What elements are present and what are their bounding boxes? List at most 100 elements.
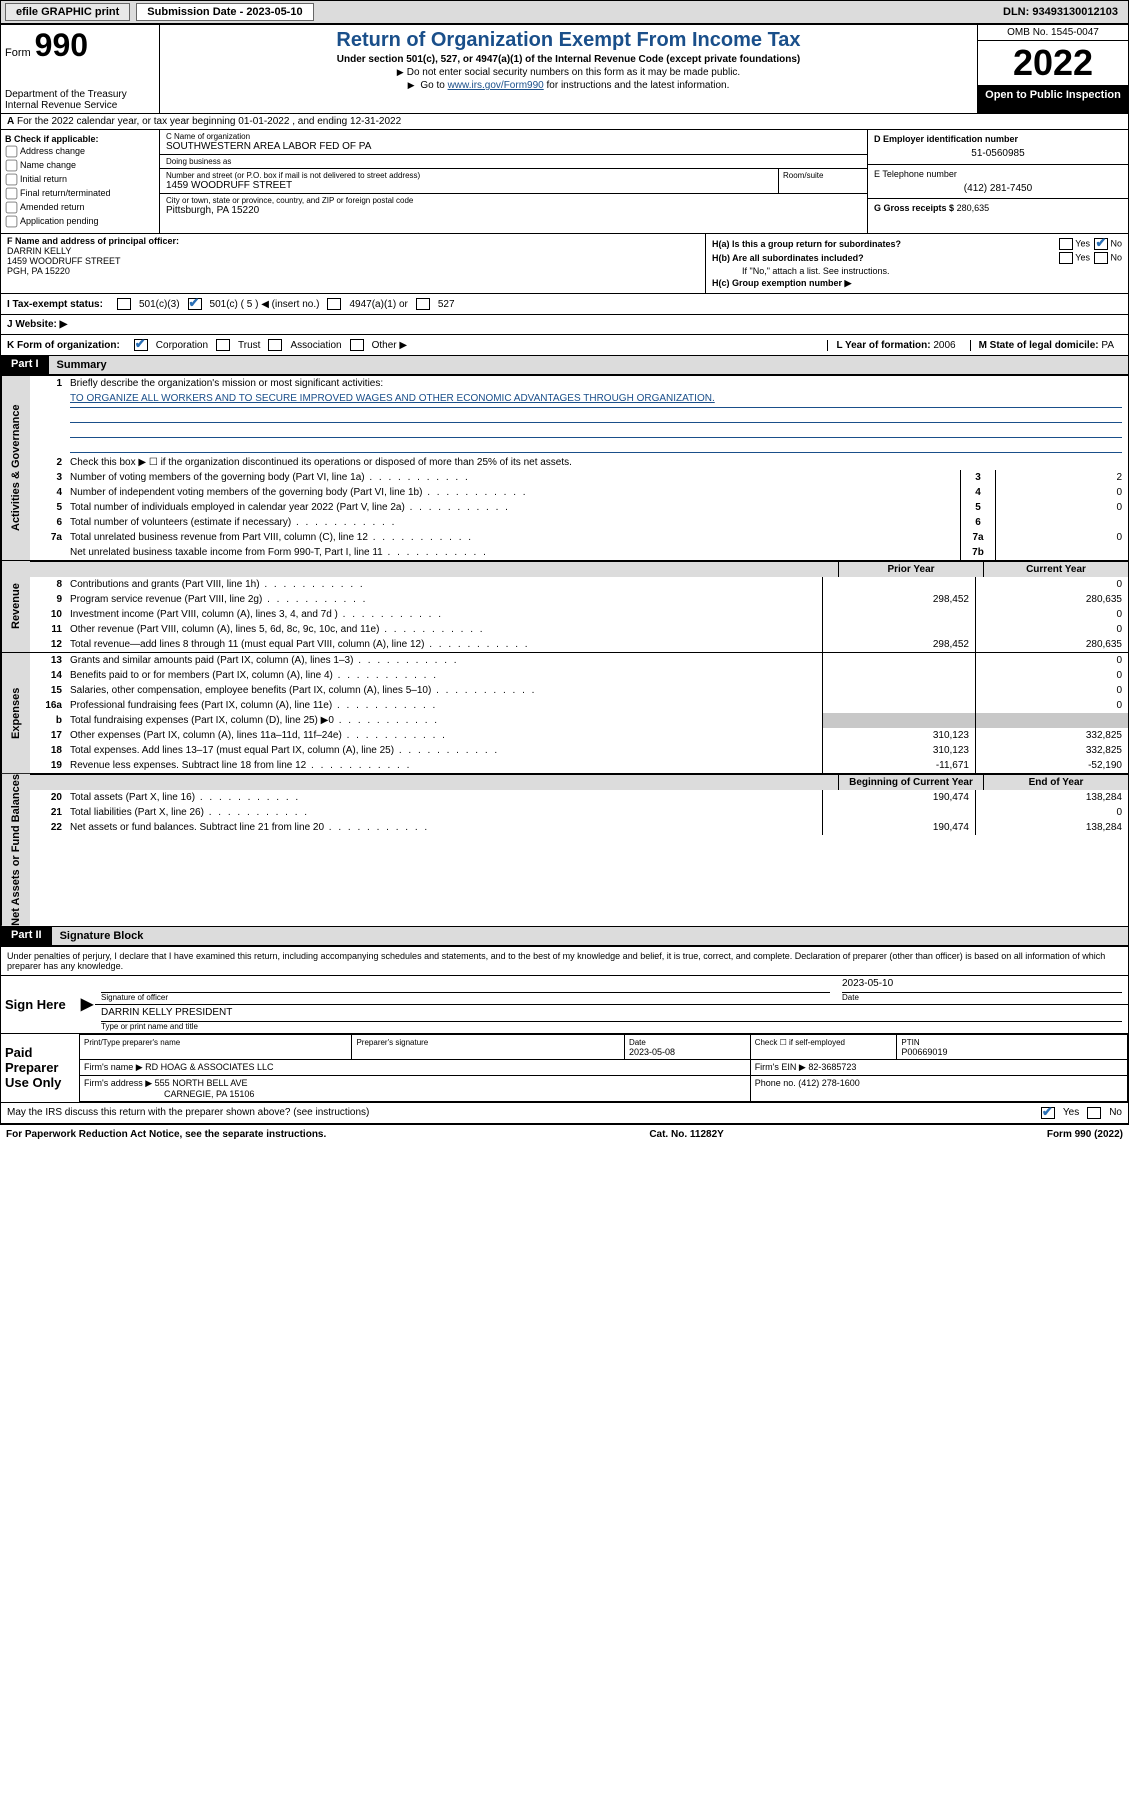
- subtitle-2: Do not enter social security numbers on …: [166, 67, 971, 78]
- data-line: 17Other expenses (Part IX, column (A), l…: [30, 728, 1128, 743]
- firm-ein: 82-3685723: [808, 1062, 856, 1072]
- officer-name: DARRIN KELLY: [7, 246, 71, 256]
- dln: DLN: 93493130012103: [1003, 6, 1124, 18]
- ha-yes[interactable]: [1059, 238, 1073, 250]
- row-k: K Form of organization: Corporation Trus…: [1, 335, 1128, 356]
- governance-line: 7aTotal unrelated business revenue from …: [30, 530, 1128, 545]
- section-expenses: Expenses 13Grants and similar amounts pa…: [1, 653, 1128, 774]
- org-corporation[interactable]: [134, 339, 148, 351]
- form-990: Form 990 Department of the Treasury Inte…: [0, 24, 1129, 1125]
- box-h: H(a) Is this a group return for subordin…: [706, 234, 1128, 293]
- section-governance: Activities & Governance 1Briefly describ…: [1, 376, 1128, 561]
- officer-name-title: DARRIN KELLY PRESIDENT: [101, 1007, 1122, 1021]
- firm-address: 555 NORTH BELL AVE: [155, 1078, 248, 1088]
- check-address-change[interactable]: Address change: [5, 145, 155, 158]
- tab-governance: Activities & Governance: [1, 376, 30, 560]
- header-left: Form 990 Department of the Treasury Inte…: [1, 25, 160, 113]
- street-address: 1459 WOODRUFF STREET: [166, 180, 772, 191]
- data-line: 21Total liabilities (Part X, line 26)0: [30, 805, 1128, 820]
- prep-date: 2023-05-08: [629, 1047, 675, 1057]
- ptin: P00669019: [901, 1047, 947, 1057]
- section-net-assets: Net Assets or Fund Balances Beginning of…: [1, 774, 1128, 927]
- state-domicile: PA: [1101, 340, 1114, 351]
- row-a-tax-year: A For the 2022 calendar year, or tax yea…: [1, 114, 1128, 130]
- status-501c[interactable]: [188, 298, 202, 310]
- governance-line: 4Number of independent voting members of…: [30, 485, 1128, 500]
- data-line: 14Benefits paid to or for members (Part …: [30, 668, 1128, 683]
- tab-revenue: Revenue: [1, 561, 30, 652]
- identity-block: B Check if applicable: Address change Na…: [1, 130, 1128, 234]
- governance-line: 5Total number of individuals employed in…: [30, 500, 1128, 515]
- check-name-change[interactable]: Name change: [5, 159, 155, 172]
- ha-no[interactable]: [1094, 238, 1108, 250]
- discuss-no[interactable]: [1087, 1107, 1101, 1119]
- box-f: F Name and address of principal officer:…: [1, 234, 706, 293]
- penalty-statement: Under penalties of perjury, I declare th…: [1, 947, 1128, 975]
- discuss-yes[interactable]: [1041, 1107, 1055, 1119]
- status-501c3[interactable]: [117, 298, 131, 310]
- check-final-return[interactable]: Final return/terminated: [5, 187, 155, 200]
- data-line: 18Total expenses. Add lines 13–17 (must …: [30, 743, 1128, 758]
- governance-line: 3Number of voting members of the governi…: [30, 470, 1128, 485]
- hb-no[interactable]: [1094, 252, 1108, 264]
- submission-date: Submission Date - 2023-05-10: [136, 3, 313, 21]
- subtitle-1: Under section 501(c), 527, or 4947(a)(1)…: [166, 54, 971, 65]
- form-header: Form 990 Department of the Treasury Inte…: [1, 25, 1128, 114]
- discuss-row: May the IRS discuss this return with the…: [1, 1102, 1128, 1124]
- row-i: I Tax-exempt status: 501(c)(3) 501(c) ( …: [1, 294, 1128, 315]
- department: Department of the Treasury Internal Reve…: [5, 61, 155, 111]
- ein: 51-0560985: [874, 148, 1122, 159]
- data-line: 16aProfessional fundraising fees (Part I…: [30, 698, 1128, 713]
- row-fh: F Name and address of principal officer:…: [1, 234, 1128, 294]
- org-association[interactable]: [268, 339, 282, 351]
- part-ii-title: Signature Block: [52, 927, 1128, 946]
- section-revenue: Revenue Prior YearCurrent Year 8Contribu…: [1, 561, 1128, 653]
- governance-line: 6Total number of volunteers (estimate if…: [30, 515, 1128, 530]
- sign-here-block: Sign Here ▶ Signature of officer 2023-05…: [1, 975, 1128, 1033]
- data-line: bTotal fundraising expenses (Part IX, co…: [30, 713, 1128, 728]
- data-line: 12Total revenue—add lines 8 through 11 (…: [30, 637, 1128, 652]
- telephone: (412) 281-7450: [874, 183, 1122, 194]
- tab-expenses: Expenses: [1, 653, 30, 773]
- check-amended[interactable]: Amended return: [5, 201, 155, 214]
- city-state-zip: Pittsburgh, PA 15220: [166, 205, 861, 216]
- governance-line: Net unrelated business taxable income fr…: [30, 545, 1128, 560]
- top-bar: efile GRAPHIC print Submission Date - 20…: [0, 0, 1129, 24]
- data-line: 10Investment income (Part VIII, column (…: [30, 607, 1128, 622]
- part-i-title: Summary: [49, 356, 1128, 375]
- status-527[interactable]: [416, 298, 430, 310]
- org-other[interactable]: [350, 339, 364, 351]
- data-line: 11Other revenue (Part VIII, column (A), …: [30, 622, 1128, 637]
- part-ii-header: Part II: [1, 927, 52, 946]
- header-center: Return of Organization Exempt From Incom…: [160, 25, 977, 113]
- form-title: Return of Organization Exempt From Incom…: [166, 29, 971, 52]
- form-word: Form: [5, 47, 31, 59]
- status-4947[interactable]: [327, 298, 341, 310]
- open-to-public: Open to Public Inspection: [978, 85, 1128, 113]
- tax-year: 2022: [978, 41, 1128, 85]
- tab-net-assets: Net Assets or Fund Balances: [1, 774, 30, 926]
- mission-text[interactable]: TO ORGANIZE ALL WORKERS AND TO SECURE IM…: [70, 393, 715, 404]
- box-c: C Name of organization SOUTHWESTERN AREA…: [160, 130, 868, 233]
- firm-phone: (412) 278-1600: [798, 1078, 860, 1088]
- row-j: J Website: ▶: [1, 315, 1128, 335]
- hb-yes[interactable]: [1059, 252, 1073, 264]
- data-line: 20Total assets (Part X, line 16)190,4741…: [30, 790, 1128, 805]
- room-suite: Room/suite: [779, 169, 867, 193]
- part-i-header: Part I: [1, 356, 49, 375]
- efile-print-button[interactable]: efile GRAPHIC print: [5, 3, 130, 21]
- data-line: 15Salaries, other compensation, employee…: [30, 683, 1128, 698]
- header-right: OMB No. 1545-0047 2022 Open to Public In…: [977, 25, 1128, 113]
- check-application-pending[interactable]: Application pending: [5, 215, 155, 228]
- page-footer: For Paperwork Reduction Act Notice, see …: [0, 1125, 1129, 1144]
- firm-name: RD HOAG & ASSOCIATES LLC: [145, 1062, 273, 1072]
- org-name: SOUTHWESTERN AREA LABOR FED OF PA: [166, 141, 861, 152]
- org-trust[interactable]: [216, 339, 230, 351]
- gross-receipts: 280,635: [957, 203, 990, 213]
- data-line: 22Net assets or fund balances. Subtract …: [30, 820, 1128, 835]
- irs-link[interactable]: www.irs.gov/Form990: [448, 80, 544, 91]
- box-b: B Check if applicable: Address change Na…: [1, 130, 160, 233]
- year-formation: 2006: [933, 340, 955, 351]
- paid-preparer-block: Paid Preparer Use Only Print/Type prepar…: [1, 1033, 1128, 1102]
- check-initial-return[interactable]: Initial return: [5, 173, 155, 186]
